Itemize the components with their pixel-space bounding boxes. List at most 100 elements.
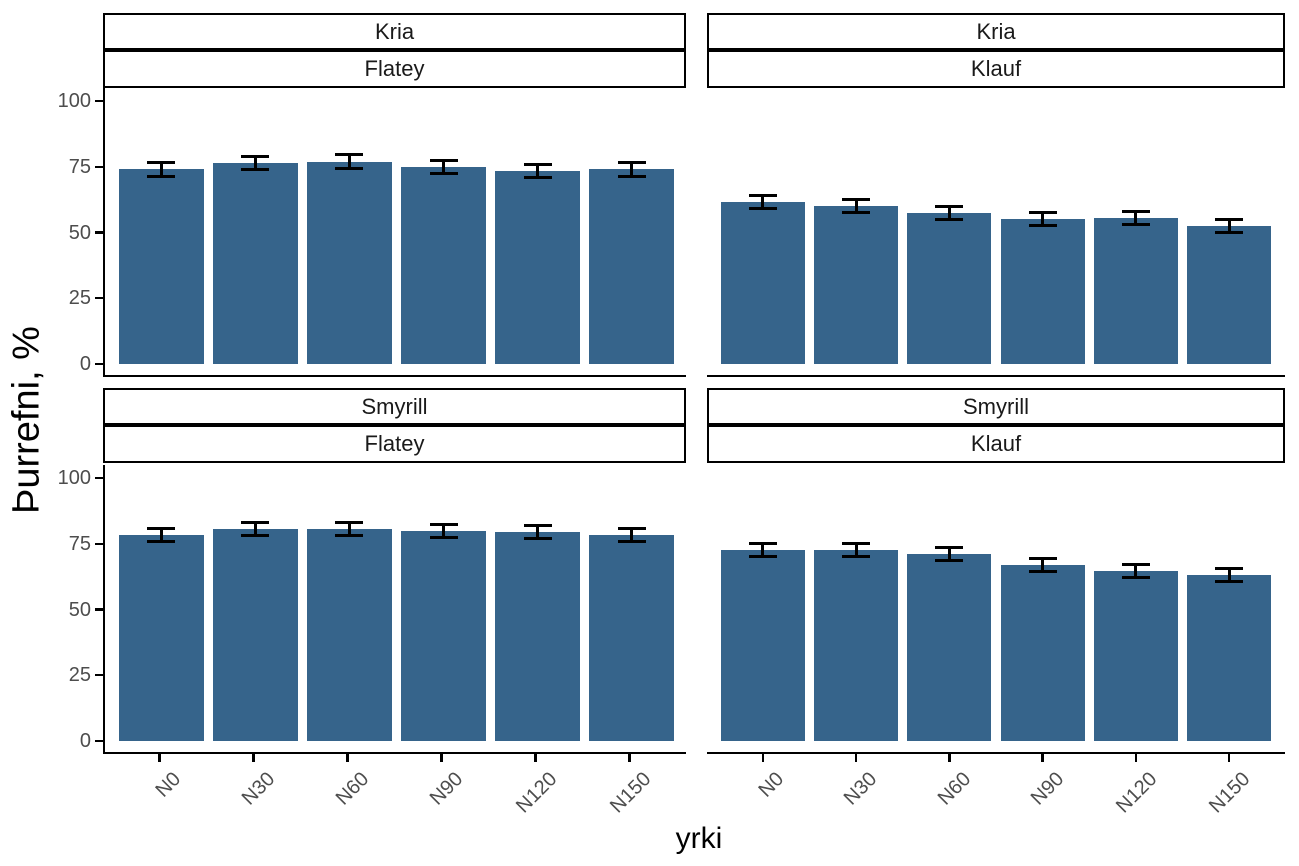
error-bar-cap [523,523,552,527]
x-axis-tick [158,754,161,762]
error-bar-cap [523,537,552,541]
x-axis-tick [1227,754,1231,762]
y-tick-label: 75 [68,532,91,555]
x-axis-tick [252,754,255,762]
error-bar-cap [429,535,458,539]
bar-N0 [720,550,805,741]
x-tick-label: N60 [331,768,374,810]
bar-N30 [814,206,899,364]
facet-strip-row-label: Kria [103,13,686,50]
x-tick-label: N150 [605,768,656,818]
bar-N120 [1093,218,1178,364]
error-bar-cap [617,526,646,530]
bar-N30 [213,162,298,364]
error-bar-cap [1215,217,1244,221]
error-bar-whisker [536,164,540,178]
x-axis-tick [854,754,858,762]
error-bar-cap [523,175,552,179]
error-bar-whisker [854,199,858,213]
error-bar-cap [1215,567,1244,571]
error-bar-cap [1215,580,1244,584]
y-axis-tick [95,739,103,743]
error-bar-cap [935,559,964,563]
error-bar-cap [335,153,364,157]
panel-Kria-Flatey [103,88,686,377]
error-bar-cap [147,539,176,543]
error-bar-whisker [630,162,634,176]
x-axis-tick [761,754,765,762]
x-axis-tick [628,754,631,762]
error-bar-cap [241,154,270,158]
x-axis-tick [534,754,537,762]
error-bar-cap [1028,569,1057,573]
error-bar-whisker [442,160,446,174]
x-axis-tick [1041,754,1044,762]
bar-N30 [213,529,298,741]
error-bar-cap [241,167,270,171]
error-bar-whisker [761,543,765,557]
x-tick-label: N150 [1205,768,1255,818]
y-tick-label: 50 [68,221,91,244]
x-tick-label: N60 [933,768,975,810]
error-bar-cap [1028,224,1057,228]
error-bar-cap [1121,563,1150,567]
error-bar-cap [241,521,270,525]
error-bar-whisker [159,528,163,542]
panel-Smyrill-Flatey [103,465,686,754]
x-tick-label: N120 [511,768,562,818]
error-bar-whisker [253,522,257,536]
panel-Kria-Klauf [707,88,1285,377]
error-bar-cap [617,174,646,178]
error-bar-cap [147,174,176,178]
error-bar-whisker [347,522,351,536]
bar-N90 [401,530,486,741]
y-axis-tick [95,608,103,611]
y-tick-label: 75 [68,155,91,178]
y-axis-tick [95,296,103,300]
error-bar-cap [748,207,777,211]
bar-N0 [119,534,204,741]
bar-N150 [1187,225,1271,364]
error-bar-whisker [536,525,540,539]
error-bar-whisker [947,206,951,220]
error-bar-cap [1028,556,1057,560]
bar-N90 [401,166,486,364]
error-bar-whisker [1134,564,1138,578]
error-bar-cap [842,211,871,215]
error-bar-cap [748,555,777,559]
error-bar-cap [1121,223,1150,227]
error-bar-whisker [854,543,858,557]
error-bar-cap [429,158,458,162]
error-bar-cap [748,542,777,546]
x-tick-label: N0 [151,768,185,802]
y-axis-tick [95,99,103,103]
facet-strip-col-label: Flatey [103,50,686,88]
error-bar-whisker [159,162,163,176]
y-axis-tick [95,673,103,677]
y-tick-label: 100 [57,90,91,113]
error-bar-whisker [1227,568,1231,582]
x-tick-label: N30 [237,768,280,810]
y-axis-tick [95,476,103,480]
error-bar-whisker [630,528,634,542]
bar-N120 [495,531,580,741]
bar-N150 [589,169,674,364]
error-bar-cap [241,534,270,538]
y-tick-label: 0 [79,729,91,752]
facet-strip-col-label: Flatey [103,425,686,463]
error-bar-cap [523,162,552,166]
error-bar-cap [335,521,364,525]
x-tick-label: N30 [840,768,882,810]
error-bar-cap [1121,209,1150,213]
bar-N90 [1000,564,1085,741]
error-bar-cap [1215,231,1244,234]
y-axis-tick [95,362,103,366]
error-bar-whisker [1134,211,1138,225]
bar-N60 [307,529,392,741]
error-bar-whisker [761,195,765,209]
error-bar-whisker [253,156,257,170]
error-bar-cap [429,522,458,526]
error-bar-whisker [1227,219,1231,233]
y-tick-label: 50 [68,598,91,621]
error-bar-cap [842,198,871,202]
